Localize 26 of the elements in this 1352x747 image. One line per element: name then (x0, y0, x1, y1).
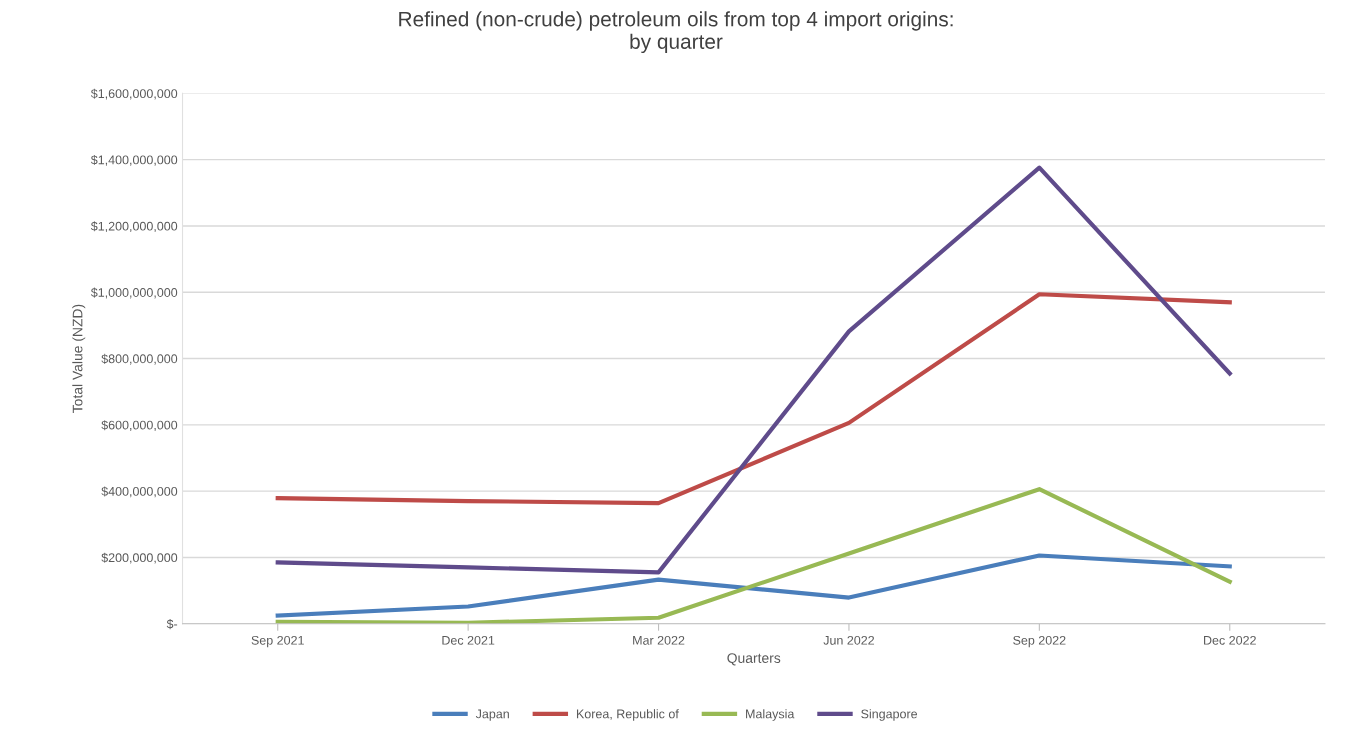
line-series (275, 487, 1232, 624)
line-series (275, 553, 1232, 618)
legend-label: Korea, Republic of (576, 709, 679, 721)
legend-label: Singapore (861, 709, 918, 721)
chart-title: Refined (non-crude) petroleum oils from top 4 import origins: by quarter (399, 11, 953, 54)
x-tick-label: Sep 2022 (1013, 635, 1066, 648)
line-series (275, 292, 1232, 506)
y-tick-label: $1,600,000,000 (90, 88, 178, 100)
legend-label: Japan (475, 709, 509, 721)
y-tick-label: $600,000,000 (101, 420, 178, 431)
y-tick-label: $1,200,000,000 (90, 221, 178, 233)
y-tick-label: $1,400,000,000 (90, 154, 178, 166)
y-tick-label: $400,000,000 (101, 486, 178, 498)
x-tick-label: Dec 2021 (442, 635, 495, 645)
legend-label: Malaysia (746, 709, 795, 721)
line-series (275, 165, 1232, 575)
x-tick-label: Dec 2022 (1204, 635, 1256, 645)
y-tick-label: $1,000,000,000 (90, 287, 178, 299)
y-axis-title: Total Value (NZD) (72, 304, 86, 413)
y-tick-label: $200,000,000 (101, 552, 178, 564)
y-tick-label: $800,000,000 (101, 353, 178, 365)
x-tick-label: Sep 2021 (251, 635, 304, 648)
y-tick-label: $- (166, 619, 178, 630)
x-axis-title: Quarters (727, 653, 781, 666)
x-tick-label: Jun 2022 (823, 635, 875, 645)
x-tick-label: Mar 2022 (633, 635, 685, 645)
